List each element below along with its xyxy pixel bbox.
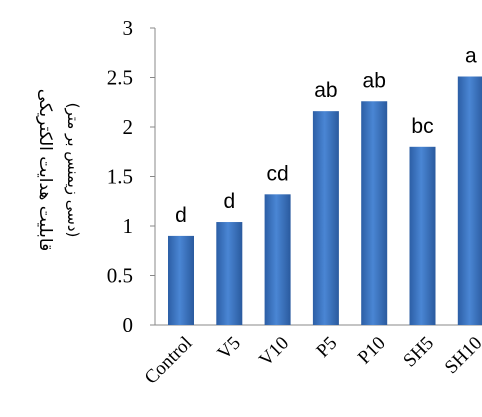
x-tick-label-control: Control [141, 333, 197, 389]
data-label-v5: d [223, 190, 235, 213]
x-tick-label-v10: V10 [255, 333, 293, 371]
x-tick-label-p10: P10 [354, 333, 390, 369]
y-axis-subtitle: (دسی زیمنس بر متر) [64, 103, 82, 238]
bar-v5 [216, 222, 243, 325]
y-tick-label: 2 [123, 115, 134, 139]
x-tick-label-sh5: SH5 [399, 333, 438, 372]
y-tick-label: 0 [123, 313, 134, 337]
y-tick-label: 2.5 [107, 66, 133, 90]
x-tick-label-sh10: SH10 [441, 333, 482, 378]
category-labels: Control V5 V10 P5 P10 SH5 SH10 [141, 333, 482, 389]
data-label-sh10: a [465, 45, 477, 68]
y-tick-label: 1 [123, 214, 134, 238]
y-axis-title: قابلیت هدایت الکتریکی [35, 89, 55, 251]
data-label-v10: cd [267, 162, 289, 185]
y-axis: 0 0.5 1 1.5 2 2.5 3 [107, 16, 155, 337]
data-labels: d d cd ab ab bc a [175, 45, 477, 227]
data-label-p5: ab [314, 79, 337, 102]
x-tick-label-v5: V5 [214, 333, 245, 364]
bar-p5 [312, 111, 339, 325]
data-label-control: d [175, 204, 187, 227]
x-tick-label-p5: P5 [312, 333, 341, 362]
data-label-sh5: bc [411, 115, 433, 138]
bar-sh10 [457, 76, 482, 325]
y-tick-label: 0.5 [107, 264, 133, 288]
y-tick-label: 3 [123, 16, 134, 40]
bar-v10 [264, 194, 291, 325]
bar-control [168, 235, 194, 325]
bars [168, 76, 482, 325]
y-tick-label: 1.5 [107, 165, 133, 189]
bar-p10 [361, 101, 388, 325]
data-label-p10: ab [363, 69, 386, 92]
bar-sh5 [409, 146, 436, 325]
